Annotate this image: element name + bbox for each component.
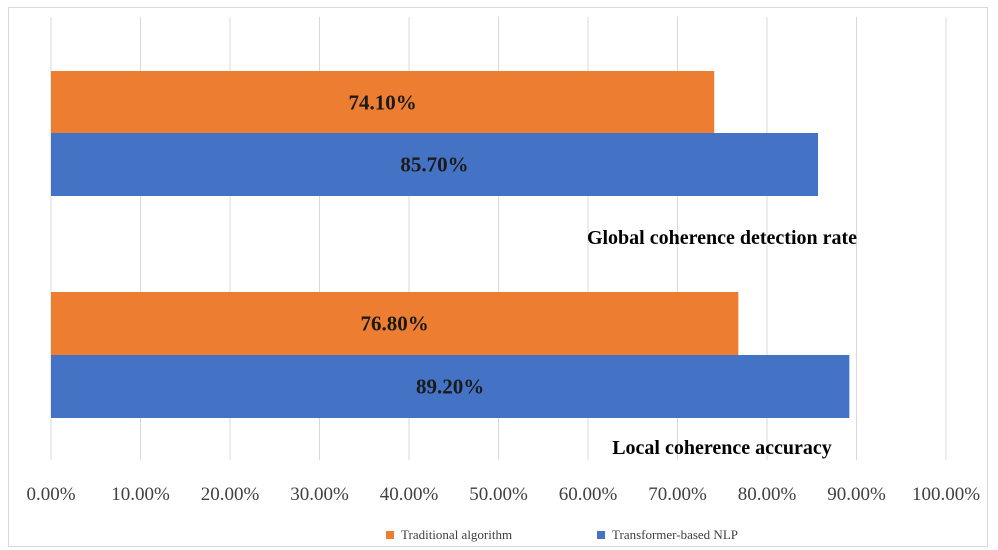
x-tick-label: 0.00% (26, 484, 75, 505)
data-label: 74.10% (348, 91, 416, 115)
data-label: 89.20% (416, 375, 484, 399)
bar (51, 133, 819, 196)
bars (51, 71, 850, 418)
x-tick-label: 40.00% (380, 484, 439, 505)
x-tick-label: 70.00% (648, 484, 707, 505)
legend-label: Traditional algorithm (401, 527, 512, 542)
x-tick-label: 10.00% (111, 484, 170, 505)
x-tick-label: 60.00% (559, 484, 618, 505)
x-tick-label: 30.00% (290, 484, 349, 505)
data-label: 85.70% (400, 153, 468, 177)
category-label: Local coherence accuracy (612, 437, 832, 459)
legend-label: Transformer-based NLP (612, 527, 738, 542)
data-label: 76.80% (361, 312, 429, 336)
x-axis-ticks: 0.00% 10.00% 20.00% 30.00% 40.00% 50.00% 60.00… (26, 484, 980, 505)
legend-swatch (597, 531, 605, 539)
x-tick-label: 20.00% (201, 484, 260, 505)
bar (51, 71, 715, 134)
category-labels: Global coherence detection rate Local coh… (587, 227, 857, 459)
x-tick-label: 50.00% (469, 484, 528, 505)
legend-swatch (386, 531, 394, 539)
bar (51, 292, 739, 355)
x-tick-label: 80.00% (738, 484, 797, 505)
category-label: Global coherence detection rate (587, 227, 857, 249)
legend: Traditional algorithm Transformer-based N… (386, 527, 738, 542)
x-tick-label: 90.00% (827, 484, 886, 505)
data-labels: 74.10% 85.70% 76.80% 89.20% (348, 91, 484, 399)
bar (51, 355, 850, 418)
x-tick-label: 100.00% (912, 484, 980, 505)
